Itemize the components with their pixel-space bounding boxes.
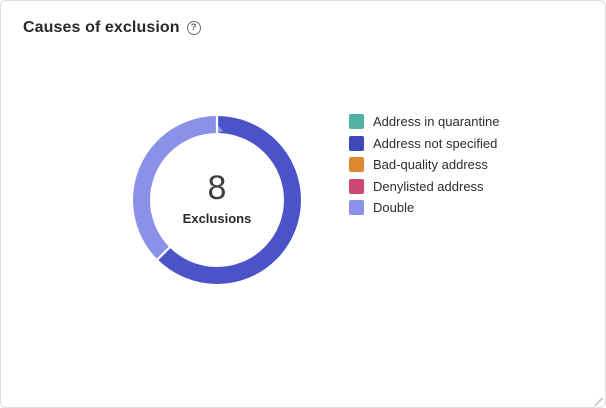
card-header: Causes of exclusion ? xyxy=(23,18,201,37)
resize-handle-icon[interactable] xyxy=(594,396,603,406)
legend-item-double[interactable]: Double xyxy=(349,200,499,215)
legend-label: Denylisted address xyxy=(373,178,484,194)
legend-item-bad-quality-address[interactable]: Bad-quality address xyxy=(349,157,499,172)
help-icon[interactable]: ? xyxy=(186,20,201,35)
legend-swatch xyxy=(349,178,364,194)
donut-svg[interactable] xyxy=(129,112,305,288)
legend-item-address-in-quarantine[interactable]: Address in quarantine xyxy=(349,114,499,129)
legend-label: Address in quarantine xyxy=(373,114,500,129)
legend: Address in quarantine Address not specif… xyxy=(349,114,499,222)
legend-item-denylisted-address[interactable]: Denylisted address xyxy=(349,178,499,194)
legend-item-address-not-specified[interactable]: Address not specified xyxy=(349,135,499,151)
legend-swatch xyxy=(349,200,364,215)
legend-swatch xyxy=(349,157,364,172)
exclusions-donut-chart[interactable]: 8 Exclusions xyxy=(129,112,305,288)
legend-label: Address not specified xyxy=(373,135,498,151)
legend-label: Double xyxy=(373,200,415,215)
legend-swatch xyxy=(349,114,364,129)
legend-swatch xyxy=(349,135,364,151)
page-title: Causes of exclusion xyxy=(23,19,180,36)
legend-label: Bad-quality address xyxy=(373,157,488,172)
